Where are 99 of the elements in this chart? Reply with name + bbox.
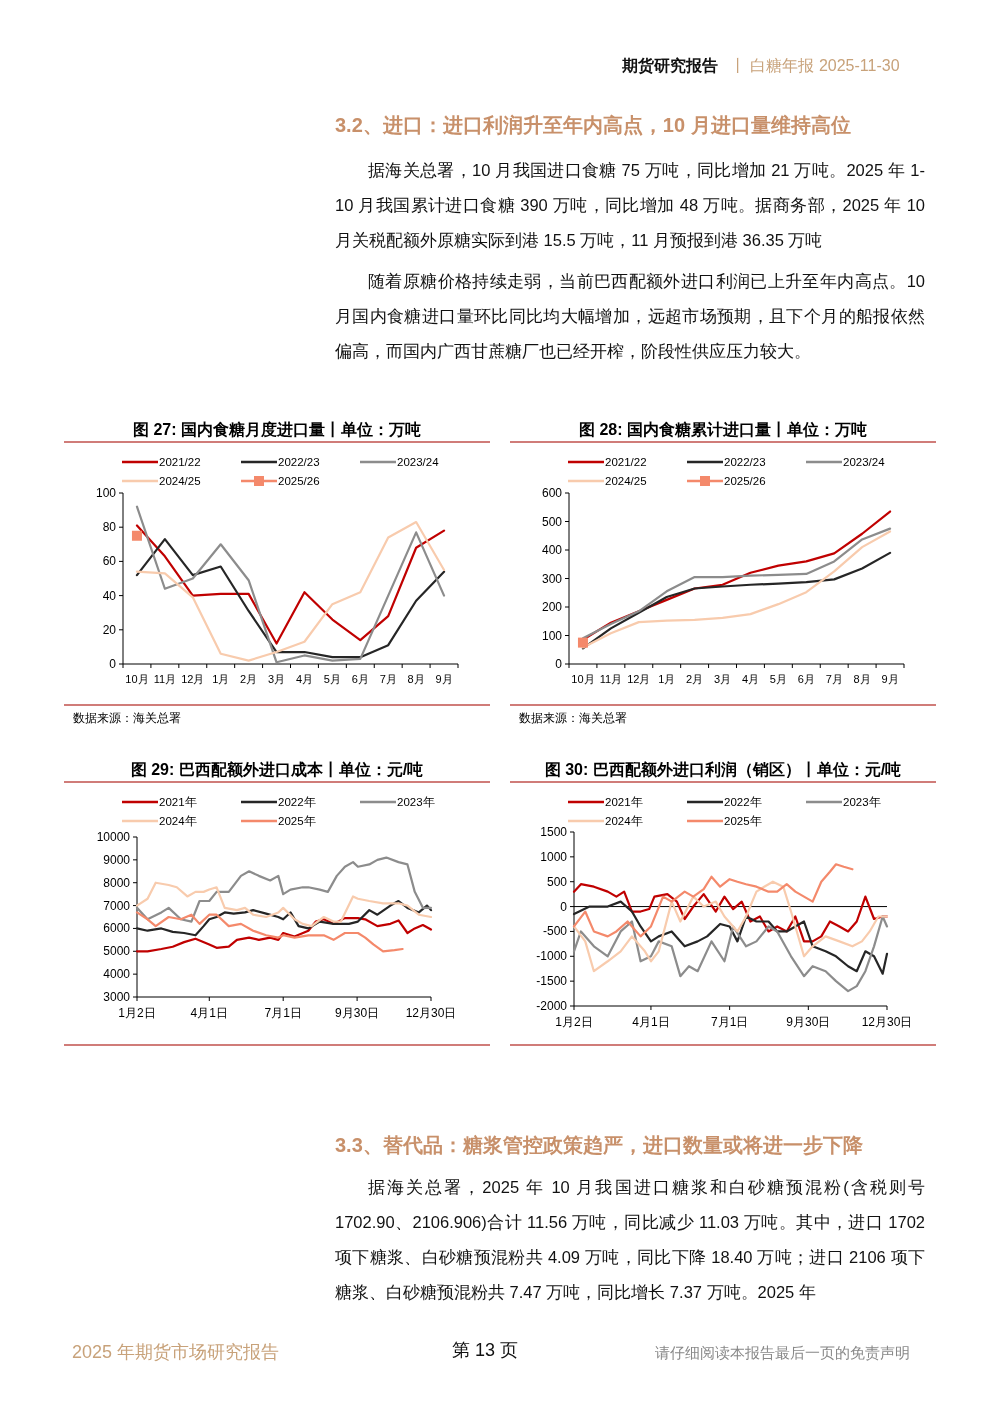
x-tick-label: 4月1日 — [632, 1015, 670, 1029]
x-tick-label: 3月 — [267, 673, 286, 685]
y-tick-label: 20 — [102, 622, 117, 637]
x-tick-label: 9月 — [881, 673, 899, 685]
legend-label: 2021年 — [159, 796, 197, 808]
legend-label: 2021/22 — [159, 456, 201, 468]
text: 丨 白糖年报 2025-11-30 — [730, 56, 900, 76]
source-note: 数据来源：海关总署 — [73, 711, 181, 725]
y-tick-label: -2000 — [536, 999, 568, 1013]
text: 3.2、进口：进口利润升至年内高点，10 月进口量维持高位 — [335, 113, 851, 138]
x-tick-label: 4月1日 — [190, 1006, 228, 1020]
x-tick-label: 6月 — [797, 673, 815, 685]
y-tick-label: 200 — [541, 600, 563, 614]
legend-label: 2023/24 — [397, 456, 440, 468]
y-tick-label: 500 — [546, 874, 568, 889]
x-tick-label: 4月 — [741, 673, 760, 685]
source-note: 数据来源：海关总署 — [519, 711, 627, 725]
y-tick-label: 300 — [541, 571, 563, 586]
y-tick-label: 80 — [102, 520, 117, 535]
legend-label: 2024/25 — [159, 475, 201, 487]
y-tick-label: 0 — [555, 657, 563, 671]
y-tick-label: -500 — [542, 924, 568, 939]
text: 3.3、替代品：糖浆管控政策趋严，进口数量或将进一步下降 — [335, 1133, 863, 1158]
legend-label: 2025/26 — [278, 475, 320, 487]
y-tick-label: 9000 — [103, 852, 131, 867]
y-tick-label: -1000 — [536, 949, 568, 964]
x-tick-label: 12月 — [181, 673, 205, 685]
chart-title: 图 27: 国内食糖月度进口量丨单位：万吨 — [132, 420, 422, 438]
legend-label: 2024年 — [605, 815, 643, 827]
x-tick-label: 5月 — [323, 673, 341, 685]
legend-label: 2023/24 — [843, 456, 886, 468]
x-tick-label: 11月 — [153, 673, 177, 685]
legend-label: 2022年 — [724, 796, 762, 808]
x-tick-label: 4月 — [295, 673, 314, 685]
legend-label: 2024年 — [159, 815, 197, 827]
chart-title: 图 30: 巴西配额外进口利润（销区）丨单位：元/吨 — [544, 761, 902, 779]
y-tick-label: 8000 — [103, 875, 131, 890]
chart-title: 图 29: 巴西配额外进口成本丨单位：元/吨 — [130, 761, 424, 778]
y-tick-label: 5000 — [103, 944, 131, 959]
y-tick-label: 3000 — [103, 990, 131, 1004]
text: 第 13 页 — [452, 1339, 519, 1362]
x-tick-label: 10月 — [571, 673, 595, 685]
y-tick-label: 10000 — [96, 830, 131, 844]
chart-title: 图 28: 国内食糖累计进口量丨单位：万吨 — [578, 421, 868, 438]
x-tick-label: 1月2日 — [118, 1006, 156, 1020]
y-tick-label: 4000 — [103, 967, 131, 982]
legend-label: 2021/22 — [605, 456, 647, 468]
x-tick-label: 11月 — [599, 673, 623, 685]
text: 2025 年期货市场研究报告 — [72, 1341, 280, 1364]
x-tick-label: 1月 — [212, 673, 230, 685]
text: 随着原糖价格持续走弱，当前巴西配额外进口利润已上升至年内高点。10 月国内食糖进口量环比同比均大幅增加，远超市场预期，且下个月的船报依然偏高，而国内广西甘蔗糖厂也已经开榨，阶段性供应压力较大。 — [335, 271, 925, 362]
text: 期货研究报告 — [622, 56, 718, 77]
y-tick-label: 6000 — [103, 921, 131, 936]
text: 据海关总署，10 月我国进口食糖 75 万吨，同比增加 21 万吨。2025 年 1-10 月我国累计进口食糖 390 万吨，同比增加 48 万吨。据商务部，2025 年 10 月关税配额外原糖实际到港 15.5 万吨，11 月预报到港 36.35 万吨 — [335, 160, 925, 251]
legend-label: 2021年 — [605, 796, 643, 808]
x-tick-label: 6月 — [351, 673, 369, 685]
x-tick-label: 2月 — [686, 673, 704, 685]
y-tick-label: 1000 — [540, 849, 568, 864]
x-tick-label: 7月1日 — [710, 1015, 749, 1029]
legend-label: 2022/23 — [278, 456, 320, 468]
legend-label: 2023年 — [843, 796, 881, 808]
legend-label: 2023年 — [397, 796, 435, 808]
legend-label: 2024/25 — [605, 475, 647, 487]
x-tick-label: 1月 — [658, 673, 676, 685]
y-tick-label: 500 — [541, 514, 563, 529]
y-tick-label: 0 — [560, 899, 568, 914]
x-tick-label: 1月2日 — [555, 1015, 593, 1029]
x-tick-label: 10月 — [125, 673, 149, 685]
text: 据海关总署，2025 年 10 月我国进口糖浆和白砂糖预混粉(含税则号 1702.90、2106.906)合计 11.56 万吨，同比减少 11.03 万吨。其中，进口 1702 项下糖浆、白砂糖预混粉共 4.09 万吨，同比下降 18.40 万吨；进口 2106 项下糖浆、白砂糖预混粉共 7.47 万吨，同比增长 7.37 万吨。2025 年 — [335, 1177, 925, 1303]
y-tick-label: 1500 — [540, 825, 568, 839]
text: 请仔细阅读本报告最后一页的免责声明 — [655, 1344, 910, 1363]
y-tick-label: 100 — [95, 486, 117, 500]
y-tick-label: 600 — [541, 486, 563, 500]
legend-label: 2022/23 — [724, 456, 766, 468]
x-tick-label: 8月 — [407, 673, 425, 685]
x-tick-label: 12月 — [627, 673, 651, 685]
x-tick-label: 9月30日 — [786, 1015, 831, 1029]
x-tick-label: 2月 — [240, 673, 258, 685]
x-tick-label: 12月30日 — [405, 1006, 457, 1020]
x-tick-label: 5月 — [769, 673, 787, 685]
legend-label: 2022年 — [278, 796, 316, 808]
x-tick-label: 12月30日 — [861, 1015, 913, 1029]
legend-label: 2025/26 — [724, 475, 766, 487]
y-tick-label: 400 — [541, 543, 563, 557]
y-tick-label: 60 — [102, 554, 117, 569]
x-tick-label: 7月1日 — [264, 1006, 302, 1020]
y-tick-label: 100 — [541, 628, 563, 643]
x-tick-label: 9月30日 — [335, 1006, 380, 1020]
y-tick-label: 7000 — [103, 898, 131, 913]
y-tick-label: -1500 — [536, 974, 568, 989]
x-tick-label: 8月 — [853, 673, 871, 685]
legend-label: 2025年 — [724, 815, 762, 827]
legend-label: 2025年 — [278, 815, 316, 827]
y-tick-label: 0 — [109, 657, 117, 671]
x-tick-label: 9月 — [435, 673, 453, 685]
y-tick-label: 40 — [102, 588, 117, 603]
x-tick-label: 7月 — [379, 673, 397, 685]
x-tick-label: 7月 — [825, 673, 843, 685]
x-tick-label: 3月 — [713, 673, 732, 685]
